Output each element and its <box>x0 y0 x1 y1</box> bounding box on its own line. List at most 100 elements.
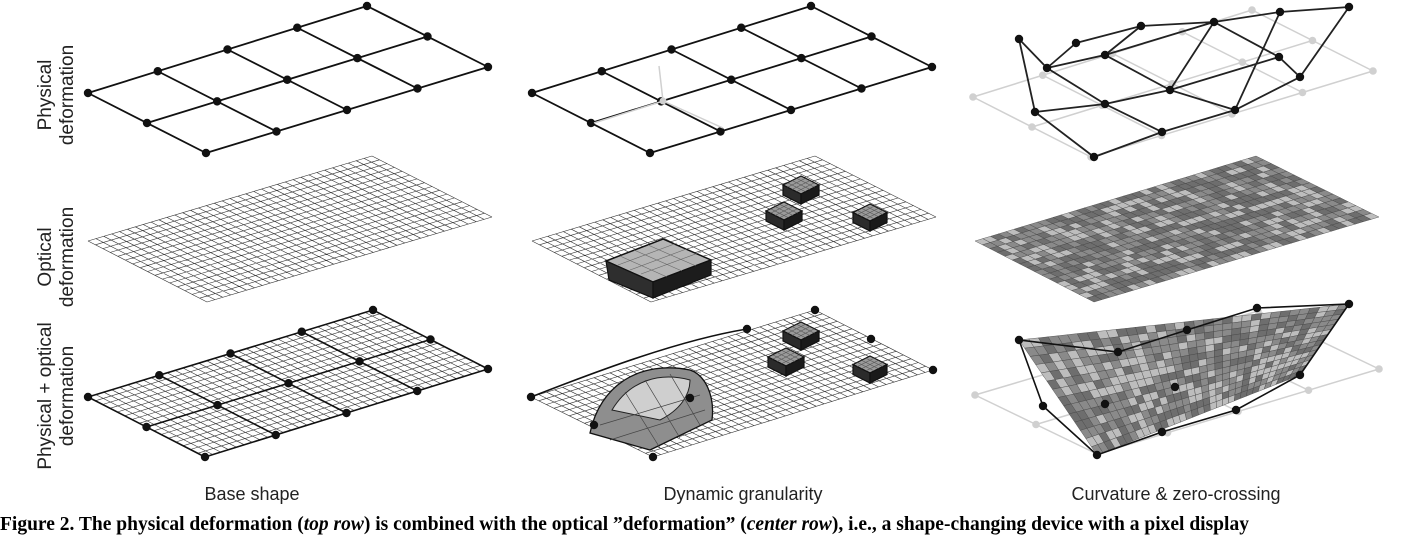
combined-node <box>928 365 938 375</box>
grid-node <box>806 1 816 11</box>
figure-caption: Figure 2. The physical deformation (top … <box>0 514 1414 536</box>
grid-node <box>201 148 211 158</box>
grid-node <box>971 391 979 399</box>
grid-node <box>423 32 432 41</box>
dome-top <box>611 376 691 421</box>
grid-node <box>786 105 796 115</box>
combined-node <box>742 324 752 334</box>
grid-node <box>293 23 302 32</box>
large-block-pixels <box>617 242 702 278</box>
grid-node <box>413 386 422 396</box>
grid-node <box>1304 386 1313 395</box>
grid-node <box>1369 67 1377 75</box>
grid-node <box>969 93 977 101</box>
block-right <box>783 210 803 231</box>
warped-node <box>1344 299 1354 309</box>
grid-node <box>927 62 937 72</box>
small-pixel-block-middle <box>764 201 804 231</box>
caption-middle: ) is combined with the optical ”deformat… <box>363 514 747 535</box>
combined-node <box>648 452 658 462</box>
warped-node <box>1100 399 1110 409</box>
pixel-mesh <box>531 155 937 303</box>
grid-node <box>283 75 292 84</box>
node-grid <box>969 6 1377 161</box>
row-label-optical-line1: Optical <box>35 227 56 286</box>
caption-emphasis-center-row: center row <box>746 514 832 535</box>
grid-node <box>355 357 364 366</box>
grid-node <box>142 118 152 128</box>
texture-pixel <box>1362 212 1380 220</box>
grid-node <box>342 408 351 418</box>
grid-node <box>200 452 210 462</box>
grid-node <box>1032 420 1040 429</box>
deformed-node <box>1100 50 1110 60</box>
mesh-lines <box>87 155 493 303</box>
grid-node <box>867 32 876 41</box>
panel-optical-dynamic-granularity <box>531 155 937 303</box>
texture-pixel <box>1164 322 1176 332</box>
large-pixel-block <box>604 238 713 299</box>
combined-block-top <box>781 321 821 351</box>
pixel-texture <box>974 155 1380 303</box>
deformed-node <box>1136 21 1146 31</box>
combined-node <box>526 392 536 402</box>
grid-node <box>83 88 93 98</box>
grid-node <box>362 1 372 11</box>
deformed-node <box>1209 17 1219 27</box>
pixel-mesh <box>87 155 493 303</box>
block-right <box>869 211 888 232</box>
ghost-edges <box>593 65 724 129</box>
row-label-combined-line1: Physical + optical <box>35 322 56 469</box>
warped-node <box>1252 303 1262 313</box>
block-pixels <box>787 177 815 193</box>
grid-node <box>368 305 378 315</box>
deformed-node <box>1030 107 1040 117</box>
node-grid <box>83 1 493 158</box>
deformed-grid <box>1014 2 1354 162</box>
combined-node <box>685 393 695 403</box>
panel-physical-base-shape <box>83 1 493 158</box>
grid-node <box>645 148 655 158</box>
deformed-node <box>1274 52 1284 62</box>
grid-node <box>1238 58 1247 66</box>
panel-optical-curvature <box>974 155 1380 303</box>
grid-node <box>426 335 435 344</box>
curved-ridge <box>530 328 748 398</box>
column-label-base-shape: Base shape <box>204 484 299 504</box>
grid-node <box>1298 88 1307 97</box>
grid-node <box>212 97 222 106</box>
dome-pixels <box>599 373 706 449</box>
row-label-combined-line2: deformation <box>57 346 78 446</box>
block-pixels <box>787 323 815 339</box>
row-label-optical-line2: deformation <box>57 207 78 307</box>
warped-node <box>1113 347 1123 357</box>
grid-node <box>153 67 162 76</box>
deformed-node <box>1157 127 1167 137</box>
dome-block <box>589 367 714 451</box>
deformed-node <box>1071 38 1081 48</box>
deformed-node <box>1042 63 1052 73</box>
panel-combined-curvature <box>971 299 1383 460</box>
texture-pixel <box>1154 323 1167 333</box>
grid-node <box>586 118 596 128</box>
mesh-lines <box>531 155 937 303</box>
block-pixels <box>857 357 883 372</box>
grid-node <box>483 364 493 374</box>
grid-node <box>857 84 866 93</box>
block-pixels <box>772 349 800 365</box>
large-block-right <box>652 259 712 299</box>
grid-node <box>226 349 235 358</box>
grid-node <box>272 127 281 136</box>
warped-node <box>1157 427 1167 437</box>
column-label-dynamic-granularity: Dynamic granularity <box>663 484 822 504</box>
block-right <box>785 356 805 377</box>
combined-node <box>810 305 820 315</box>
column-label-curvature: Curvature & zero-crossing <box>1071 484 1280 504</box>
deformed-node <box>1344 2 1354 12</box>
caption-tail: ), i.e., a shape-changing device with a … <box>831 514 1249 535</box>
block-pixels <box>770 203 798 219</box>
grid-node <box>527 88 537 98</box>
warped-node <box>1038 401 1048 411</box>
deformed-node <box>1014 34 1024 44</box>
